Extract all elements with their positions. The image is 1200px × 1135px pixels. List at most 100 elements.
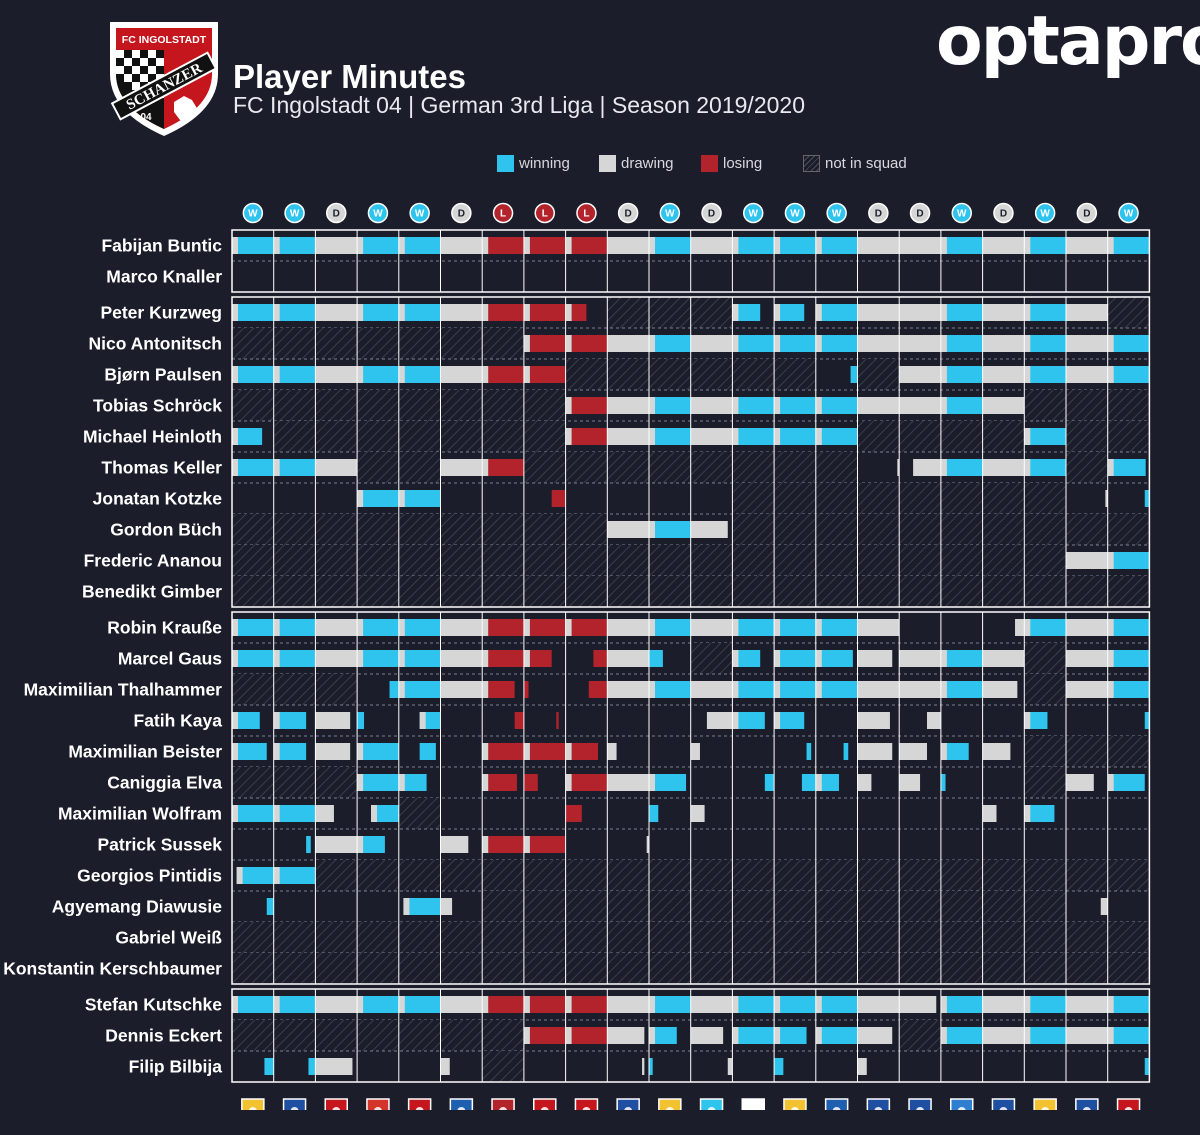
minutes-bar	[732, 335, 775, 352]
not-in-squad-cell	[1107, 390, 1150, 421]
not-in-squad-cell	[857, 953, 900, 984]
minutes-bar	[389, 681, 399, 698]
match-result-circle	[784, 202, 806, 224]
not-in-squad-cell	[398, 545, 441, 576]
not-in-squad-cell	[232, 922, 274, 953]
minutes-bar-segment	[232, 743, 238, 760]
match-result-22: W	[1118, 202, 1139, 224]
minutes-bar	[482, 650, 524, 667]
player-row: Fabijan Buntic	[101, 236, 1150, 256]
minutes-bar-segment	[815, 237, 822, 254]
player-name: Dennis Eckert	[105, 1026, 222, 1046]
player-name: Robin Krauße	[107, 618, 222, 638]
minutes-bar	[523, 1027, 566, 1044]
minutes-bar	[732, 397, 775, 414]
minutes-bar	[774, 650, 816, 667]
minutes-bar-segment	[1024, 304, 1031, 321]
player-name: Gabriel Weiß	[115, 928, 222, 948]
minutes-bar	[315, 366, 358, 383]
minutes-bar	[982, 743, 1011, 760]
not-in-squad-cell	[232, 953, 274, 984]
not-in-squad-cell	[732, 452, 775, 483]
minutes-bar	[801, 774, 816, 791]
minutes-bar-segment	[357, 490, 364, 507]
minutes-bar	[1024, 996, 1066, 1013]
minutes-bar	[806, 743, 812, 760]
minutes-bar	[232, 619, 274, 636]
not-in-squad-cell	[899, 545, 941, 576]
minutes-bar	[607, 428, 649, 445]
not-in-squad-cell	[482, 390, 524, 421]
not-in-squad-cell	[982, 545, 1025, 576]
minutes-bar	[565, 397, 608, 414]
minutes-bar	[440, 459, 483, 476]
not-in-squad-cell	[398, 922, 441, 953]
match-result-circle	[534, 202, 555, 224]
minutes-bar	[774, 1027, 807, 1044]
minutes-bar-segment	[357, 237, 364, 254]
minutes-bar	[940, 237, 983, 254]
player-row: Tobias Schröck	[93, 390, 1150, 421]
minutes-bar	[440, 650, 483, 667]
kaiserslautern-badge-icon	[324, 1098, 348, 1110]
minutes-bar	[565, 996, 608, 1013]
minutes-bar	[1024, 237, 1066, 254]
minutes-bar	[649, 1058, 653, 1075]
minutes-bar	[232, 366, 274, 383]
minutes-bar-segment	[1024, 805, 1031, 822]
not-in-squad-cell	[899, 891, 941, 922]
minutes-bar	[774, 619, 816, 636]
not-in-squad-cell	[1024, 736, 1066, 767]
not-in-squad-cell	[940, 483, 983, 514]
minutes-bar	[690, 335, 733, 352]
minutes-bar-segment	[398, 366, 405, 383]
minutes-bar	[1107, 650, 1150, 667]
match-result-16: D	[868, 202, 889, 224]
player-name: Caniggia Elva	[107, 773, 222, 793]
player-row: Marcel Gaus	[118, 643, 1150, 674]
minutes-bar	[440, 996, 483, 1013]
minutes-bar	[523, 996, 566, 1013]
not-in-squad-cell	[732, 359, 775, 390]
minutes-bar-segment	[482, 304, 489, 321]
not-in-squad-cell	[315, 545, 358, 576]
minutes-bar-segment	[482, 774, 489, 791]
club-crest-icon: FC INGOLSTADT SCHANZER 04	[110, 22, 218, 136]
minutes-bar	[857, 397, 900, 414]
not-in-squad-cell	[899, 860, 941, 891]
minutes-bar	[523, 836, 566, 853]
player-row: Thomas Keller	[101, 452, 1146, 483]
minutes-bar	[1107, 552, 1150, 569]
minutes-bar	[523, 366, 566, 383]
minutes-bar-segment	[1107, 650, 1114, 667]
minutes-bar	[315, 459, 358, 476]
match-result-label: D	[875, 209, 882, 220]
minutes-bar	[273, 650, 316, 667]
not-in-squad-cell	[232, 328, 274, 359]
not-in-squad-cell	[1024, 390, 1066, 421]
minutes-bar	[899, 304, 941, 321]
minutes-bar	[273, 366, 316, 383]
minutes-bar-segment	[774, 619, 781, 636]
minutes-bar	[357, 490, 399, 507]
badge-emblem	[457, 1107, 466, 1110]
minutes-bar-segment	[1107, 459, 1114, 476]
minutes-bar	[565, 237, 608, 254]
not-in-squad-cell	[357, 1020, 399, 1051]
minutes-bar	[774, 428, 816, 445]
legend-label-winning: winning	[519, 154, 570, 172]
match-result-label: W	[957, 209, 967, 220]
minutes-bar	[306, 836, 311, 853]
minutes-bar-segment	[774, 335, 781, 352]
match-result-1: W	[242, 202, 264, 224]
minutes-bar	[273, 712, 307, 729]
not-in-squad-cell	[940, 860, 983, 891]
player-row: Marco Knaller	[106, 267, 222, 287]
not-in-squad-cell	[607, 452, 649, 483]
badge-emblem	[332, 1107, 341, 1110]
badge-emblem	[791, 1107, 799, 1110]
minutes-bar	[857, 619, 900, 636]
meppen-badge-icon	[908, 1098, 932, 1110]
not-in-squad-cell	[649, 953, 691, 984]
minutes-bar	[440, 836, 469, 853]
